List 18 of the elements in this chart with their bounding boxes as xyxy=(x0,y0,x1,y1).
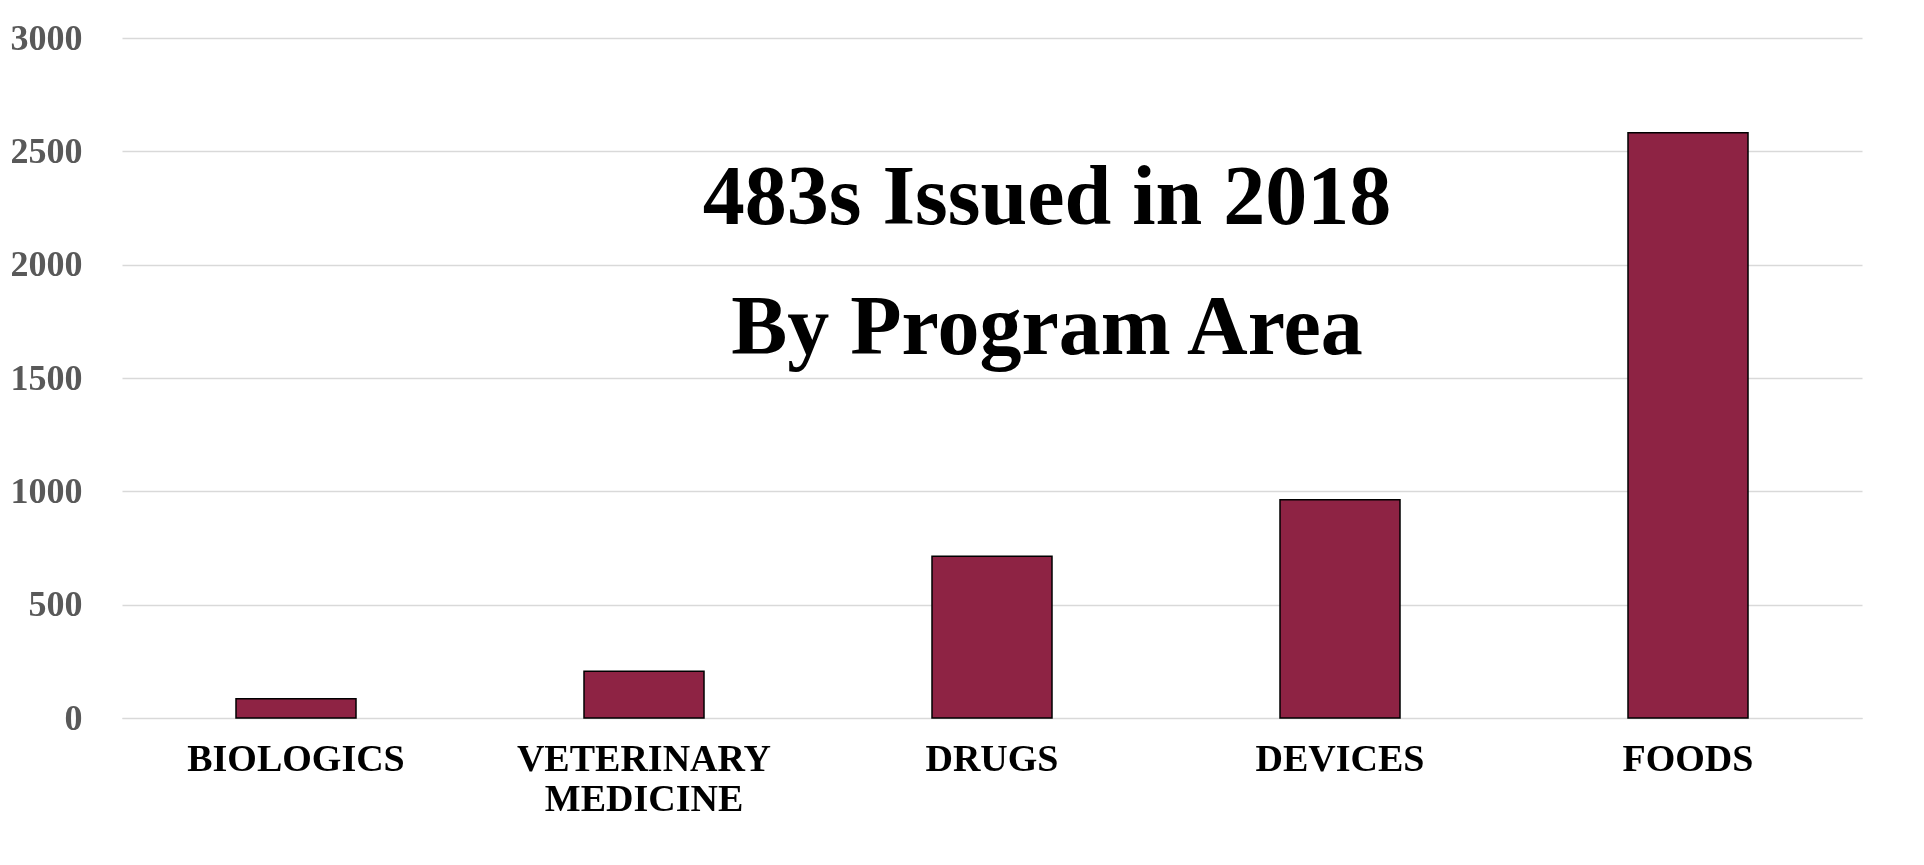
y-tick-label: 2000 xyxy=(10,244,83,285)
y-tick-label: 3000 xyxy=(10,17,83,58)
x-tick-label: FOODS xyxy=(1622,736,1754,779)
bar xyxy=(235,697,357,719)
bar xyxy=(931,555,1053,719)
bar xyxy=(583,670,705,719)
y-tick-label: 2500 xyxy=(10,130,83,171)
y-tick-label: 1000 xyxy=(10,470,83,511)
x-tick-label: BIOLOGICS xyxy=(187,736,405,779)
x-tick-label: VETERINARY MEDICINE xyxy=(516,736,772,819)
y-tick-label: 500 xyxy=(28,584,83,625)
x-tick-label: DEVICES xyxy=(1255,736,1425,779)
x-tick-label: DRUGS xyxy=(925,736,1059,779)
bar xyxy=(1627,132,1749,719)
text: 483s Issued in 2018 By Program Area xyxy=(702,149,1392,372)
bar xyxy=(1279,498,1401,719)
y-tick-label: 1500 xyxy=(10,357,83,398)
y-tick-label: 0 xyxy=(64,697,83,738)
